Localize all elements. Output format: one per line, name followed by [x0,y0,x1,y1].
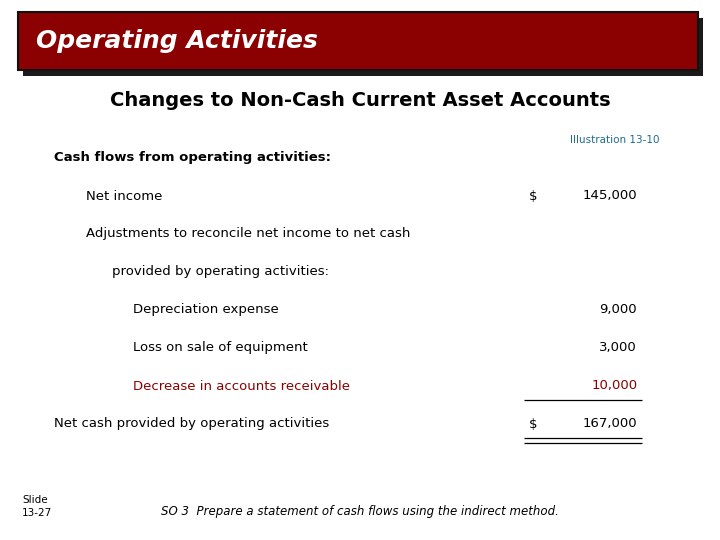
Text: 10,000: 10,000 [591,380,637,393]
Text: Adjustments to reconcile net income to net cash: Adjustments to reconcile net income to n… [86,227,411,240]
Text: Net income: Net income [86,190,163,202]
Text: Cash flows from operating activities:: Cash flows from operating activities: [54,152,331,165]
Text: Decrease in accounts receivable: Decrease in accounts receivable [133,380,350,393]
Bar [18,12,698,70]
Text: 3,000: 3,000 [600,341,637,354]
Text: Operating Activities: Operating Activities [36,29,318,53]
Text: Illustration 13-10: Illustration 13-10 [570,135,660,145]
Text: 145,000: 145,000 [582,190,637,202]
Text: Loss on sale of equipment: Loss on sale of equipment [133,341,308,354]
Text: Depreciation expense: Depreciation expense [133,303,279,316]
Text: Changes to Non-Cash Current Asset Accounts: Changes to Non-Cash Current Asset Accoun… [109,91,611,110]
Text: 9,000: 9,000 [600,303,637,316]
Text: $: $ [529,417,538,430]
Bar [23,18,703,76]
Text: provided by operating activities:: provided by operating activities: [112,266,328,279]
Text: Slide
13-27: Slide 13-27 [22,495,53,518]
Text: Net cash provided by operating activities: Net cash provided by operating activitie… [54,417,329,430]
Text: 167,000: 167,000 [582,417,637,430]
Text: $: $ [529,190,538,202]
Text: SO 3  Prepare a statement of cash flows using the indirect method.: SO 3 Prepare a statement of cash flows u… [161,505,559,518]
